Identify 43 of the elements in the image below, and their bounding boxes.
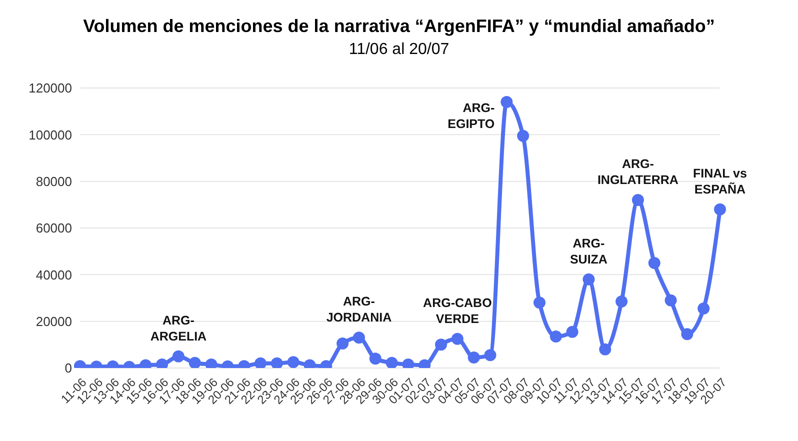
point bbox=[188, 356, 201, 368]
point bbox=[533, 296, 546, 309]
point bbox=[172, 350, 184, 362]
y-tick-label: 80000 bbox=[36, 174, 72, 189]
point bbox=[352, 332, 365, 344]
point bbox=[698, 302, 710, 314]
point bbox=[484, 349, 496, 362]
point bbox=[270, 357, 283, 368]
point bbox=[632, 194, 644, 206]
point bbox=[714, 203, 726, 216]
point bbox=[517, 130, 530, 142]
point bbox=[599, 343, 612, 356]
chart-title: Volumen de menciones de la narrativa “ArgenFIFA” y “mundial amañado” bbox=[82, 16, 716, 37]
y-tick-label: 60000 bbox=[36, 220, 72, 236]
annotation: ARG-SUIZA bbox=[570, 236, 608, 266]
point bbox=[664, 294, 677, 306]
annotation: ARG-JORDANIA bbox=[326, 294, 392, 325]
y-tick-label: 100000 bbox=[28, 127, 72, 142]
y-tick-label: 20000 bbox=[36, 314, 72, 329]
annotation: ARG-CABO VERDE bbox=[423, 296, 492, 326]
point bbox=[386, 356, 398, 368]
point bbox=[582, 273, 595, 286]
point bbox=[648, 257, 660, 269]
point bbox=[468, 352, 480, 364]
point bbox=[369, 352, 382, 365]
annotation: FINAL vs ESPAÑA bbox=[693, 166, 748, 196]
chart-subtitle: 11/06 al 20/07 bbox=[348, 41, 450, 59]
point bbox=[616, 296, 628, 308]
y-tick-label: 120000 bbox=[28, 80, 72, 96]
annotation: ARG-EGIPTO bbox=[448, 101, 495, 131]
point bbox=[435, 338, 448, 351]
annotation: ARG-ARGELIA bbox=[150, 313, 207, 344]
point bbox=[451, 332, 464, 345]
y-tick-label: 0 bbox=[64, 360, 72, 376]
point bbox=[287, 356, 300, 368]
point bbox=[566, 326, 578, 338]
point bbox=[336, 338, 349, 350]
y-tick-label: 40000 bbox=[36, 267, 72, 282]
annotation: ARG-INGLATERRA bbox=[597, 157, 678, 187]
point bbox=[254, 357, 267, 368]
point bbox=[550, 330, 562, 342]
point bbox=[681, 328, 694, 340]
point bbox=[500, 96, 513, 108]
